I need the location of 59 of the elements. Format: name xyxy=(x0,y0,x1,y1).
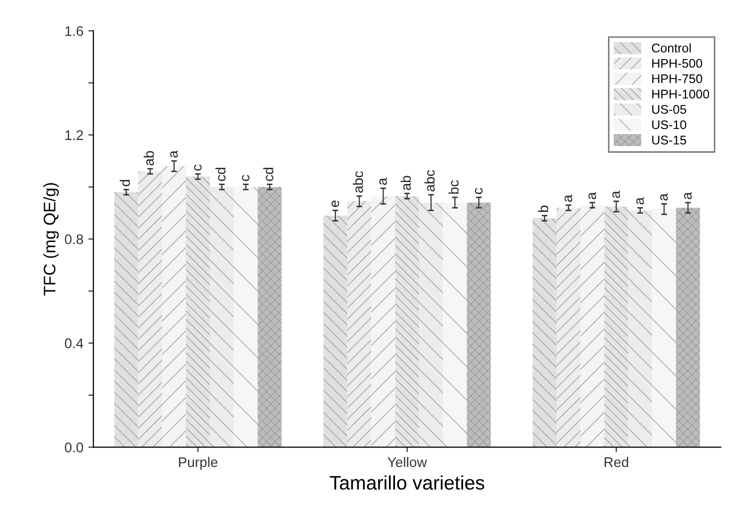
bar xyxy=(604,206,628,448)
legend-label: US-10 xyxy=(652,120,686,130)
legend-label: Control xyxy=(652,43,691,52)
data-label: d xyxy=(120,180,130,186)
bar xyxy=(532,218,557,448)
data-label: a xyxy=(564,194,572,202)
bar xyxy=(162,166,186,448)
bar xyxy=(371,196,396,448)
data-label: a xyxy=(612,190,620,198)
data-label: b xyxy=(538,206,548,212)
y-tick-label: 1.2 xyxy=(65,130,83,140)
bar xyxy=(138,171,162,448)
data-label: abc xyxy=(352,171,364,193)
data-label: a xyxy=(660,193,668,201)
data-label: c xyxy=(194,164,202,171)
data-label: e xyxy=(332,200,340,208)
y-tick-label: 1.6 xyxy=(65,26,84,36)
y-tick-label: 0.4 xyxy=(64,338,84,348)
bar xyxy=(580,205,604,448)
bar xyxy=(556,208,580,448)
data-label: ab xyxy=(400,176,411,190)
bar xyxy=(628,210,652,448)
bar xyxy=(186,176,210,448)
x-axis-title: Tamarillo varieties xyxy=(330,475,484,490)
data-label: ab xyxy=(144,151,154,166)
x-tick-label: Red xyxy=(604,456,628,468)
y-tick-label: 0.8 xyxy=(64,234,84,244)
bar xyxy=(442,202,467,448)
bar xyxy=(258,186,282,448)
bar xyxy=(234,186,258,448)
data-label: a xyxy=(379,178,387,185)
data-label: a xyxy=(588,192,596,200)
bar xyxy=(347,201,372,448)
legend-label: HPH-750 xyxy=(652,74,702,84)
bar xyxy=(210,186,234,448)
data-label: bc xyxy=(448,180,459,194)
x-tick-label: Purple xyxy=(179,456,218,470)
bar xyxy=(323,216,348,448)
data-label: c xyxy=(474,188,483,194)
data-label: a xyxy=(170,150,178,158)
bar xyxy=(466,202,491,448)
legend-label: HPH-500 xyxy=(652,58,702,68)
data-label: c xyxy=(242,175,250,181)
bar xyxy=(676,208,700,448)
bar xyxy=(114,192,138,448)
y-axis-title: TFC (mg QE/g) xyxy=(43,183,59,296)
legend-label: HPH-1000 xyxy=(652,90,710,98)
data-label: a xyxy=(684,192,692,200)
x-tick-label: Yellow xyxy=(388,456,427,468)
data-label: abc xyxy=(424,170,435,192)
bar xyxy=(419,202,443,448)
legend-label: US-05 xyxy=(652,104,686,114)
y-tick-label: 0.0 xyxy=(64,442,84,452)
legend-label: US-15 xyxy=(652,136,686,145)
bar xyxy=(395,196,420,448)
data-label: cd xyxy=(263,168,274,181)
bar xyxy=(652,209,676,448)
data-label: a xyxy=(636,197,644,204)
data-label: cd xyxy=(215,168,226,181)
